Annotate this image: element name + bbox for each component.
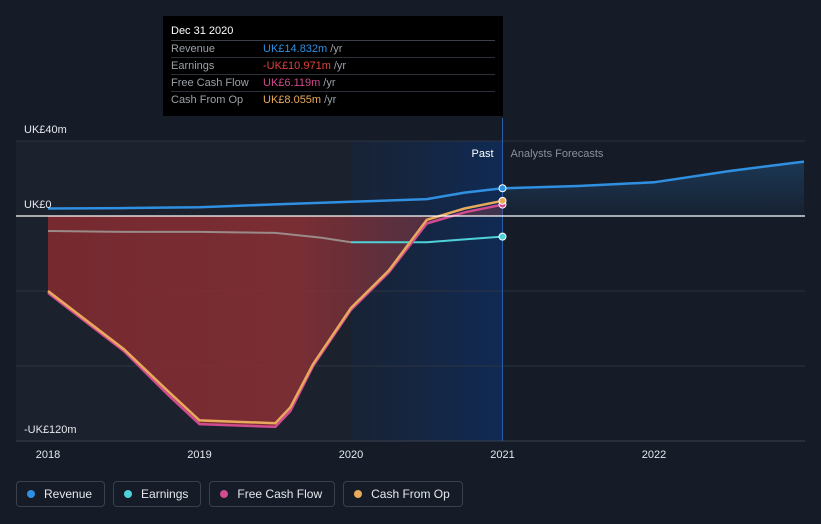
earnings-line-early [47,230,352,244]
tooltip: Dec 31 2020 Revenue UK£14.832m /yr Earni… [163,16,503,116]
tooltip-label: Free Cash Flow [171,77,249,89]
legend-dot-icon [124,490,133,498]
y-tick-label: UK£40m [24,124,67,136]
legend: Revenue Earnings Free Cash Flow Cash Fro… [16,481,463,507]
marker-earnings [498,232,507,241]
free-cash-flow-area [48,204,503,427]
past-label: Past [471,148,493,160]
legend-dot-icon [220,490,229,498]
tooltip-value: UK£8.055m [263,94,322,106]
tooltip-label: Earnings [171,60,215,72]
earnings-line [351,235,503,244]
x-tick-label: 2019 [187,449,211,461]
tooltip-value: -UK£10.971m [263,60,331,72]
y-tick-label: -UK£120m [24,424,77,436]
marker-cash-from-op [498,196,507,205]
tooltip-value: UK£6.119m [263,77,321,89]
tooltip-date: Dec 31 2020 [171,24,495,41]
legend-dot-icon [354,490,363,498]
chart-area: UK£40m UK£0 -UK£120m 2018 2019 2020 2021 2022 Pa… [16,118,805,461]
legend-item-earnings[interactable]: Earnings [113,481,202,507]
x-tick-label: 2018 [36,449,60,461]
legend-item-cash-from-op[interactable]: Cash From Op [343,481,463,507]
legend-dot-icon [27,490,35,498]
tooltip-row-free-cash-flow: Free Cash Flow UK£6.119m /yr [171,75,495,92]
marker-revenue [498,184,507,193]
free-cash-flow-line [47,203,503,429]
x-tick-label: 2022 [642,449,666,461]
legend-label: Cash From Op [371,487,450,501]
tooltip-row-earnings: Earnings -UK£10.971m /yr [171,58,495,75]
tooltip-row-revenue: Revenue UK£14.832m /yr [171,41,495,58]
legend-item-free-cash-flow[interactable]: Free Cash Flow [209,481,336,507]
tooltip-value: UK£14.832m [263,43,328,55]
revenue-line [47,160,805,210]
y-tick-label: UK£0 [24,199,52,211]
tooltip-label: Revenue [171,43,216,55]
legend-item-revenue[interactable]: Revenue [16,481,106,507]
legend-label: Free Cash Flow [237,487,323,501]
tooltip-unit: /yr [333,60,347,72]
x-tick-label: 2020 [339,449,363,461]
tooltip-row-cash-from-op: Cash From Op UK£8.055m /yr [171,92,495,108]
tooltip-unit: /yr [324,94,337,106]
legend-label: Revenue [44,487,93,501]
tooltip-unit: /yr [330,43,343,55]
cash-from-op-line [47,199,503,425]
x-tick-label: 2021 [490,449,514,461]
tooltip-label: Cash From Op [171,94,244,106]
forecast-label: Analysts Forecasts [511,148,604,160]
revenue-forecast-area [502,161,804,216]
tooltip-unit: /yr [323,77,336,89]
legend-label: Earnings [141,487,189,501]
